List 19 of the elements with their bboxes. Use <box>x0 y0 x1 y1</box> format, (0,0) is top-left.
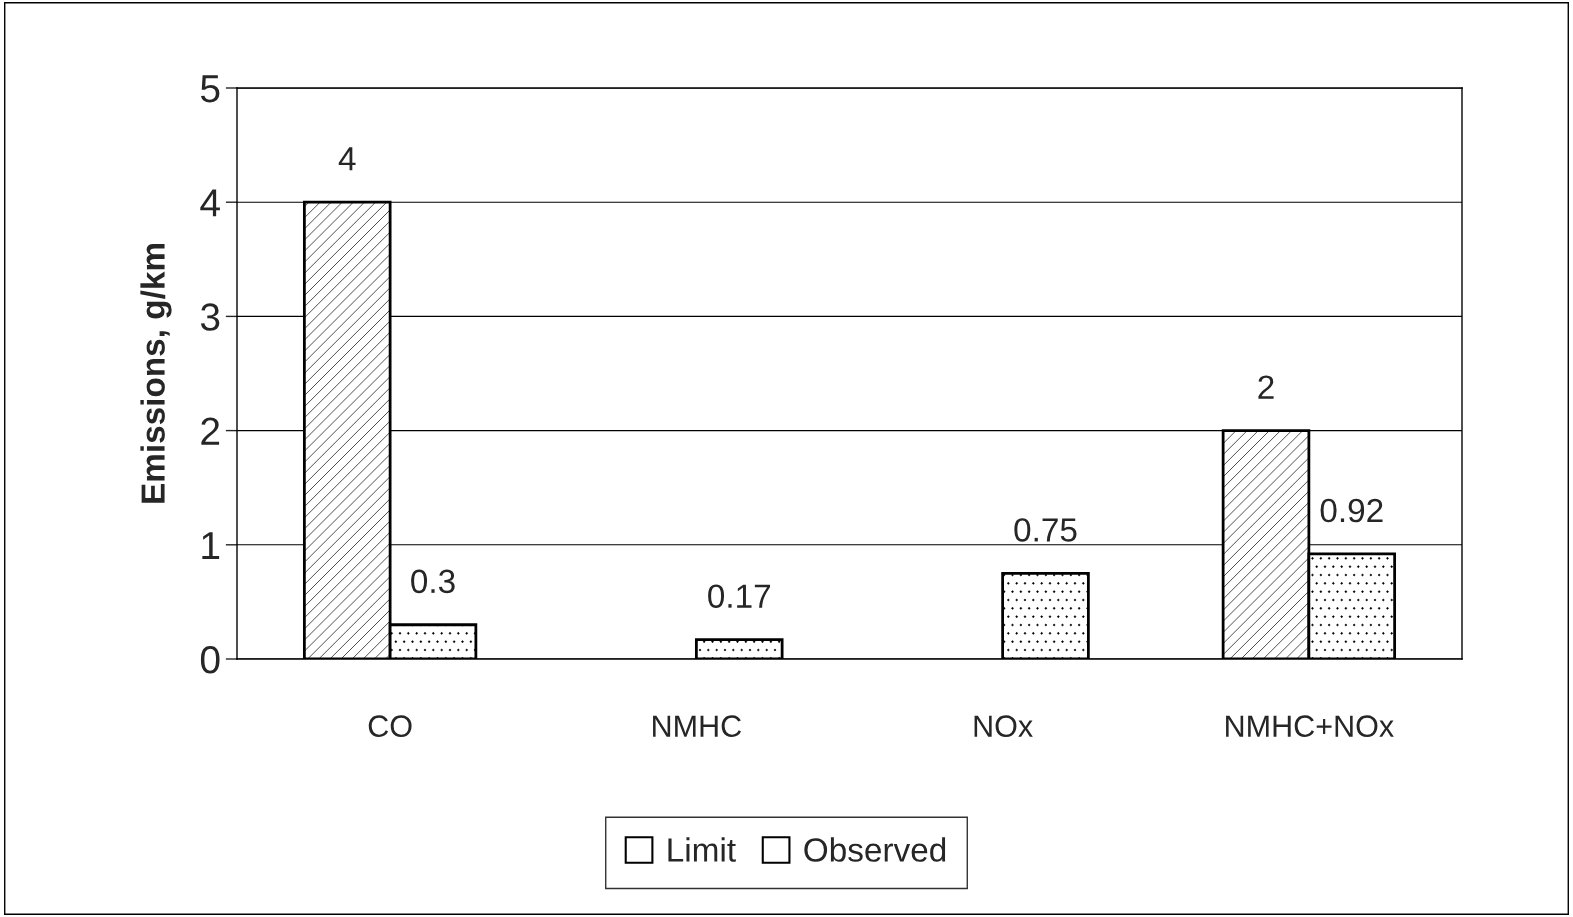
data-label: 0.17 <box>708 584 771 608</box>
data-label: 0.92 <box>1320 498 1383 523</box>
y-tick-label: 5 <box>200 75 220 103</box>
data-label: 2 <box>1258 375 1274 399</box>
y-axis-title: Emissions, g/km <box>140 244 172 503</box>
data-label: 0.3 <box>411 569 455 594</box>
y-tick-label: 3 <box>200 303 220 331</box>
x-tick-label: CO <box>368 715 412 737</box>
data-label: 4 <box>338 147 356 171</box>
x-tick-label: NOx <box>974 715 1033 737</box>
x-tick-label: NMHC <box>653 715 742 737</box>
y-tick-label: 1 <box>202 532 220 559</box>
data-label: 0.75 <box>1014 518 1077 542</box>
legend-label: Limit <box>668 837 736 862</box>
y-tick-label: 2 <box>201 417 220 445</box>
y-tick-label: 4 <box>200 189 220 217</box>
legend-label: Observed <box>804 837 946 862</box>
y-tick-label: 0 <box>200 645 220 674</box>
x-tick-label: NMHC+NOx <box>1226 715 1394 737</box>
